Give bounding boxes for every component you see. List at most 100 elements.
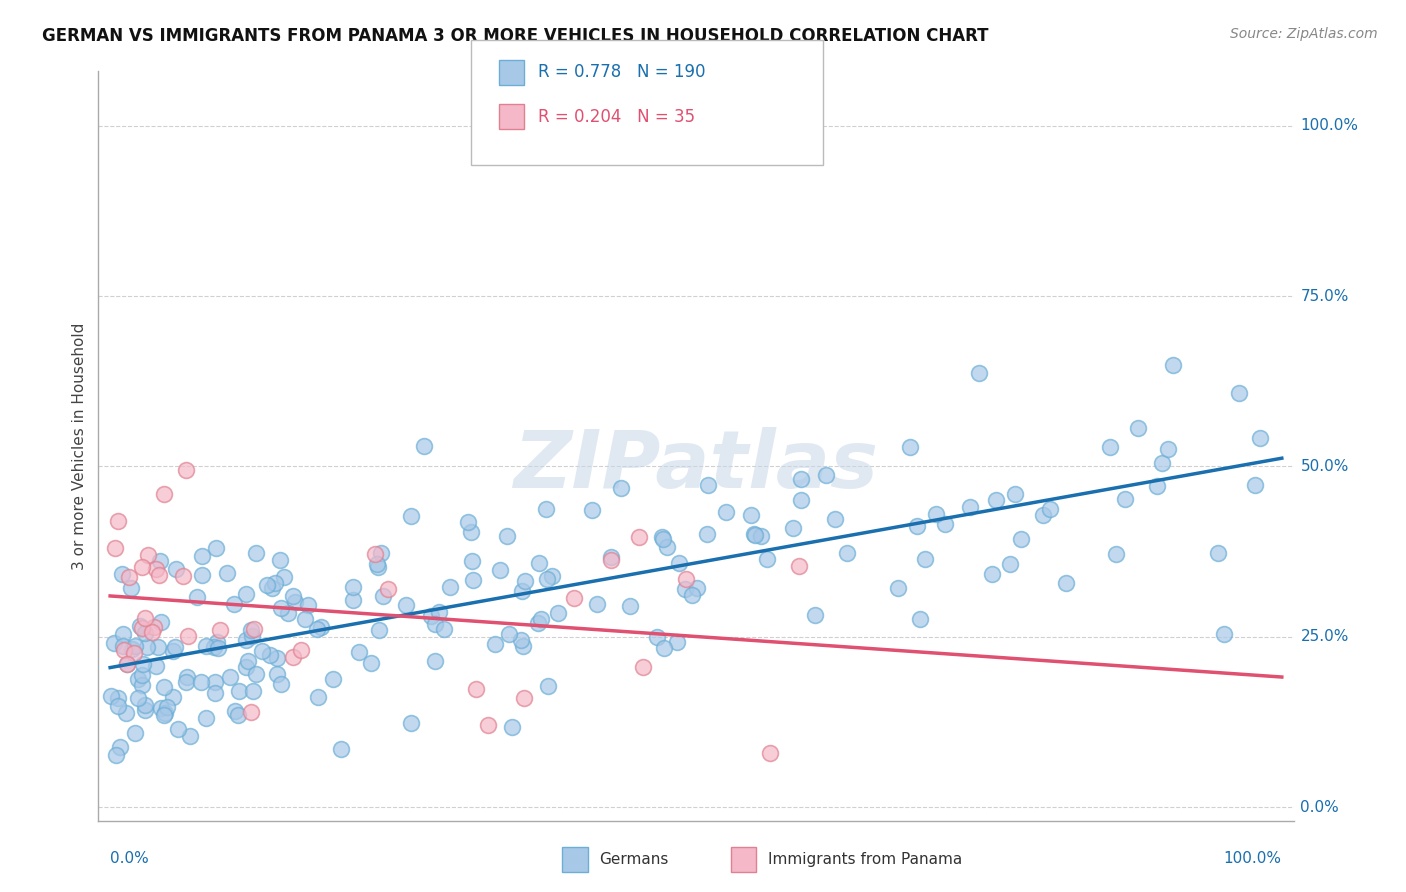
Point xyxy=(665,634,688,648)
Point xyxy=(342,580,364,594)
Point xyxy=(204,686,226,700)
Point xyxy=(266,651,288,665)
Point xyxy=(107,690,129,705)
Point xyxy=(368,624,391,638)
Point xyxy=(329,742,352,756)
Point xyxy=(202,640,225,654)
Point xyxy=(364,547,387,561)
Point xyxy=(136,548,159,562)
Point xyxy=(245,666,267,681)
Point xyxy=(103,636,125,650)
Y-axis label: 3 or more Vehicles in Household: 3 or more Vehicles in Household xyxy=(72,322,87,570)
Point xyxy=(290,643,312,657)
Point xyxy=(134,703,156,717)
Point xyxy=(226,707,249,722)
Point xyxy=(749,528,772,542)
Point xyxy=(145,561,167,575)
Point xyxy=(399,715,422,730)
Point xyxy=(1146,479,1168,493)
Point xyxy=(513,691,536,706)
Point xyxy=(284,595,307,609)
Point xyxy=(134,698,156,712)
Point xyxy=(143,620,166,634)
Text: R = 0.778   N = 190: R = 0.778 N = 190 xyxy=(538,63,706,81)
Point xyxy=(1206,546,1229,560)
Point xyxy=(297,598,319,612)
Point xyxy=(633,659,655,673)
Point xyxy=(100,689,122,703)
Point xyxy=(515,574,537,588)
Point xyxy=(377,582,399,596)
Point xyxy=(127,690,149,705)
Point xyxy=(1099,440,1122,454)
Point xyxy=(270,677,292,691)
Point xyxy=(371,589,394,603)
Point xyxy=(651,530,673,544)
Point xyxy=(399,509,422,524)
Point xyxy=(112,643,135,657)
Point xyxy=(209,624,232,638)
Point xyxy=(150,701,173,715)
Point xyxy=(527,616,550,631)
Point xyxy=(1152,456,1174,470)
Point xyxy=(477,718,499,732)
Point xyxy=(235,633,257,648)
Point xyxy=(413,439,436,453)
Point xyxy=(252,644,274,658)
Point xyxy=(131,559,153,574)
Point xyxy=(224,704,246,718)
Point xyxy=(419,609,441,624)
Point xyxy=(610,481,633,495)
Point xyxy=(190,675,212,690)
Point xyxy=(934,517,956,532)
Point xyxy=(787,559,810,574)
Point xyxy=(668,556,690,570)
Point xyxy=(131,657,153,671)
Point xyxy=(153,486,176,500)
Point xyxy=(176,670,198,684)
Text: 100.0%: 100.0% xyxy=(1223,851,1282,866)
Point xyxy=(112,626,135,640)
Point xyxy=(240,629,263,643)
Point xyxy=(1126,421,1149,435)
Point xyxy=(120,581,142,595)
Point xyxy=(645,630,668,644)
Point xyxy=(536,572,558,586)
Point xyxy=(235,587,257,601)
Point xyxy=(224,598,246,612)
Text: 0.0%: 0.0% xyxy=(1301,799,1339,814)
Point xyxy=(174,674,197,689)
Point xyxy=(1161,358,1184,372)
Point xyxy=(167,723,190,737)
Point xyxy=(240,624,263,638)
Point xyxy=(179,729,201,743)
Point xyxy=(146,640,169,654)
Point xyxy=(262,582,284,596)
Point xyxy=(131,678,153,692)
Point xyxy=(959,500,981,515)
Point xyxy=(465,681,488,696)
Point xyxy=(619,599,641,613)
Point xyxy=(600,553,623,567)
Point xyxy=(488,563,510,577)
Point xyxy=(758,746,780,760)
Point xyxy=(527,556,550,570)
Point xyxy=(277,606,299,620)
Point xyxy=(562,591,585,606)
Point xyxy=(110,567,132,582)
Point xyxy=(657,541,679,555)
Point xyxy=(124,726,146,740)
Point xyxy=(1054,575,1077,590)
Point xyxy=(967,366,990,380)
Point xyxy=(681,588,703,602)
Point xyxy=(228,684,250,698)
Point xyxy=(134,611,156,625)
Point xyxy=(219,670,242,684)
Point xyxy=(1244,477,1267,491)
Point xyxy=(152,707,174,722)
Point xyxy=(627,530,650,544)
Point xyxy=(107,514,129,528)
Point xyxy=(131,622,153,636)
Point xyxy=(439,580,461,594)
Point xyxy=(190,549,212,563)
